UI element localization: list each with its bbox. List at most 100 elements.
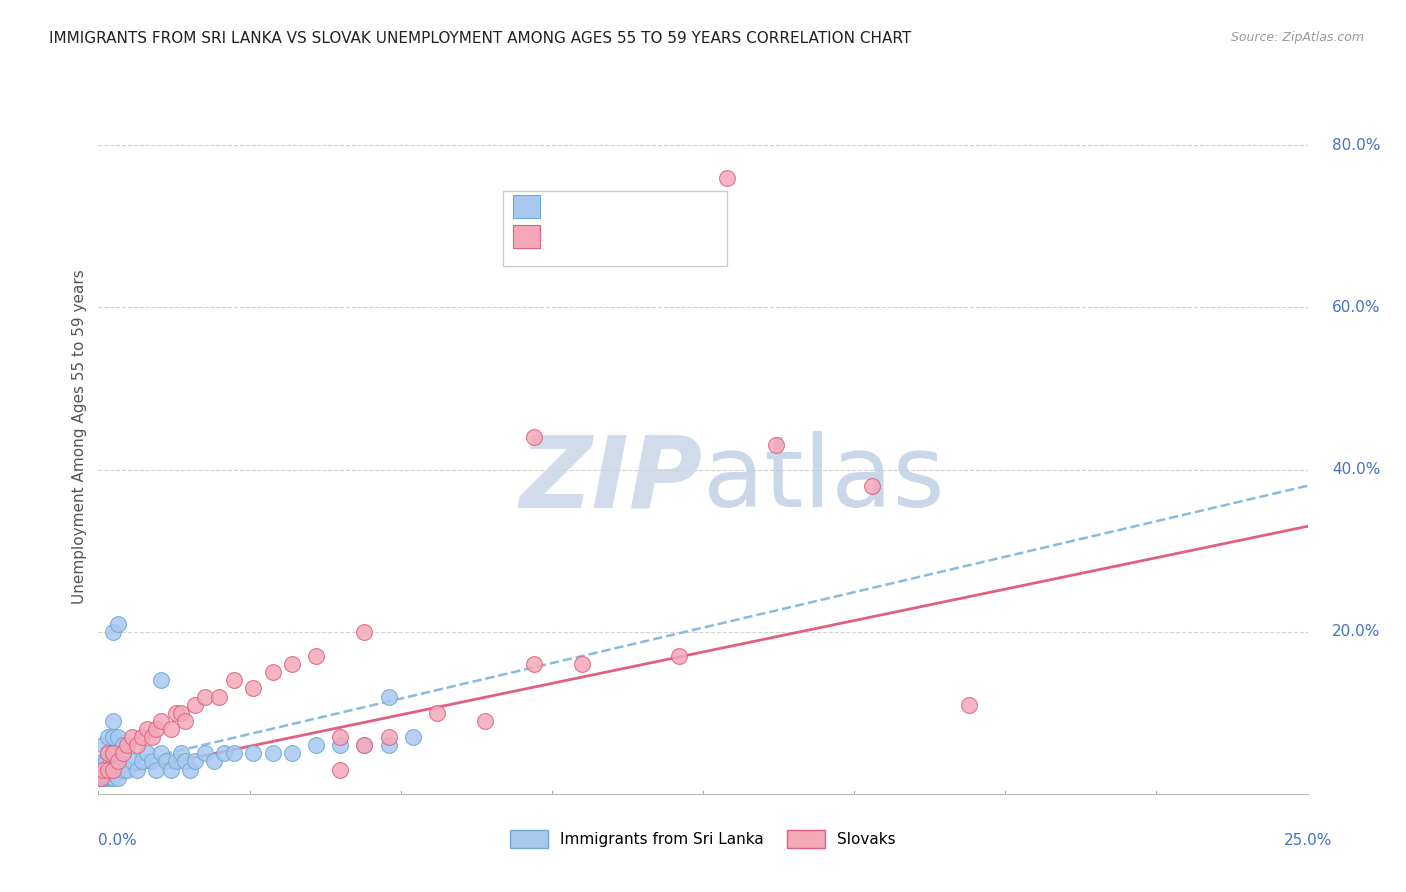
Point (165, 706, 187, 720)
Point (135, 722, 157, 736)
Point (91, 763, 114, 777)
Text: 0.0%: 0.0% (98, 833, 138, 848)
Point (121, 730, 143, 744)
Point (111, 763, 134, 777)
Point (111, 738, 134, 752)
Point (426, 706, 449, 720)
Point (145, 763, 167, 777)
Text: ZIP: ZIP (520, 432, 703, 528)
Point (127, 763, 149, 777)
Point (194, 747, 217, 761)
Point (377, 690, 399, 704)
Text: R = 0.353: R = 0.353 (547, 227, 630, 245)
Point (194, 690, 217, 704)
Point (353, 738, 375, 752)
Text: 25.0%: 25.0% (1284, 833, 1331, 848)
Point (208, 690, 231, 704)
Text: IMMIGRANTS FROM SRI LANKA VS SLOVAK UNEMPLOYMENT AMONG AGES 55 TO 59 YEARS CORRE: IMMIGRANTS FROM SRI LANKA VS SLOVAK UNEM… (49, 31, 911, 46)
Point (155, 755, 177, 769)
Point (91, 771, 114, 785)
Point (90, 771, 112, 785)
Point (523, 430, 546, 444)
Point (97, 747, 120, 761)
Point (150, 747, 173, 761)
Point (101, 747, 124, 761)
Point (127, 738, 149, 752)
Point (204, 755, 226, 769)
Point (97, 763, 120, 777)
Point (402, 730, 425, 744)
Point (765, 438, 787, 452)
Text: N = 43: N = 43 (630, 227, 693, 245)
Point (107, 771, 129, 785)
Point (121, 755, 143, 769)
Point (305, 738, 328, 752)
Point (141, 730, 163, 744)
Point (94, 755, 117, 769)
Text: atlas: atlas (703, 432, 945, 528)
FancyBboxPatch shape (513, 225, 540, 248)
Point (668, 648, 690, 663)
Point (100, 771, 122, 785)
Point (222, 673, 245, 688)
Point (97, 771, 120, 785)
Point (212, 747, 235, 761)
Text: N = 54: N = 54 (630, 198, 693, 216)
Point (160, 722, 183, 736)
Point (101, 763, 124, 777)
Legend: Immigrants from Sri Lanka, Slovaks: Immigrants from Sri Lanka, Slovaks (503, 824, 903, 854)
Point (281, 657, 304, 672)
Point (94, 771, 117, 785)
Point (474, 714, 496, 728)
Point (377, 738, 399, 752)
Point (262, 747, 284, 761)
Point (101, 763, 124, 777)
Point (90, 771, 112, 785)
Point (145, 722, 167, 736)
Point (100, 755, 122, 769)
Point (107, 730, 129, 744)
Point (716, 170, 738, 185)
Point (353, 738, 375, 752)
FancyBboxPatch shape (503, 191, 727, 266)
Point (91, 738, 114, 752)
Point (91, 763, 114, 777)
Point (131, 755, 153, 769)
Point (329, 730, 352, 744)
Point (262, 665, 284, 680)
Point (957, 698, 980, 712)
Text: R = 0.222: R = 0.222 (547, 198, 631, 216)
Point (377, 730, 399, 744)
Point (111, 747, 134, 761)
Text: 80.0%: 80.0% (1331, 137, 1381, 153)
Point (329, 738, 352, 752)
Point (169, 747, 191, 761)
Point (97, 747, 120, 761)
Point (117, 738, 139, 752)
Point (107, 755, 129, 769)
Point (150, 714, 173, 728)
Point (281, 747, 304, 761)
Point (242, 681, 264, 696)
Text: 60.0%: 60.0% (1331, 300, 1381, 315)
Point (184, 698, 207, 712)
Text: 40.0%: 40.0% (1331, 462, 1381, 477)
Point (184, 755, 207, 769)
Point (101, 730, 124, 744)
Point (101, 771, 124, 785)
Point (329, 763, 352, 777)
Point (97, 763, 120, 777)
Point (107, 755, 129, 769)
Point (107, 616, 129, 631)
Point (150, 673, 173, 688)
Point (117, 763, 139, 777)
Point (571, 657, 593, 672)
FancyBboxPatch shape (513, 195, 540, 218)
Point (169, 706, 191, 720)
Point (860, 479, 883, 493)
Point (91, 755, 114, 769)
Point (101, 747, 124, 761)
Y-axis label: Unemployment Among Ages 55 to 59 years: Unemployment Among Ages 55 to 59 years (72, 269, 87, 605)
Point (305, 648, 328, 663)
Point (135, 747, 157, 761)
